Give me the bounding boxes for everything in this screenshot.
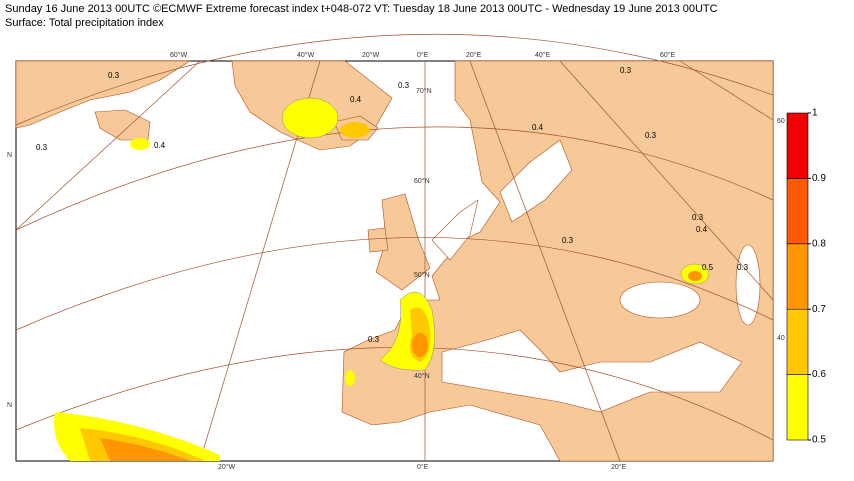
graticule-label: N (7, 402, 12, 409)
colorbar-segment (786, 112, 809, 179)
colorbar: 0.5 0.6 0.7 0.8 0.9 1 (786, 108, 826, 446)
graticule-label: 60°E (660, 51, 676, 59)
graticule-label: 20°W (218, 463, 236, 471)
contour-labels: 0.3 0.3 0.3 0.3 0.3 0.3 0.3 0.3 0.3 0.4 … (36, 66, 749, 344)
colorbar-label: 0.9 (812, 173, 826, 184)
graticule-label: N (7, 152, 12, 159)
contour-label: 0.3 (737, 263, 749, 272)
graticule-label: 40°N (414, 372, 430, 380)
colorbar-label: 0.8 (812, 238, 826, 249)
colorbar-segment (786, 374, 809, 441)
graticule-label: 40°E (535, 51, 551, 59)
colorbar-label: 0.7 (812, 304, 826, 315)
precip-areas (54, 97, 710, 461)
contour-label: 0.3 (398, 81, 410, 90)
graticule-label: 50°N (414, 271, 430, 279)
graticule-label: 0°E (417, 51, 429, 59)
contour-label: 0.4 (154, 141, 166, 150)
contour-label: 0.3 (620, 66, 632, 75)
contour-label: 0.4 (532, 123, 544, 132)
graticule-label: 60 (777, 118, 785, 125)
colorbar-segment (786, 308, 809, 375)
graticule-label: 60°W (170, 51, 188, 59)
graticule-labels: 60°W 40°W 20°W 0°E 20°E 40°E 60°E 20°W 0… (7, 51, 785, 471)
colorbar-label: 0.5 (812, 435, 826, 446)
contour-label: 0.4 (350, 95, 362, 104)
graticule-label: 20°E (611, 463, 627, 471)
contour-label: 0.3 (645, 131, 657, 140)
header-line: Surface: Total precipitation index (5, 17, 164, 29)
contour-label: 0.4 (696, 225, 708, 234)
graticule-label: 20°W (362, 51, 380, 59)
graticule-label: 40 (777, 335, 785, 342)
contour-label: 0.3 (108, 71, 120, 80)
colorbar-segment (786, 243, 809, 310)
graticule-label: 0°E (417, 463, 429, 471)
contour-label: 0.3 (562, 236, 574, 245)
sea (431, 139, 761, 413)
graticule-label: 20°E (466, 51, 482, 59)
graticule-label: 60°N (414, 177, 430, 185)
contour-label: 0.3 (368, 335, 380, 344)
colorbar-label: 1 (812, 108, 818, 119)
graticule-label: 70°N (416, 87, 432, 95)
header-line: Sunday 16 June 2013 00UTC ©ECMWF Extreme… (5, 3, 718, 15)
contour-label: 0.5 (702, 263, 714, 272)
colorbar-label: 0.6 (812, 369, 826, 380)
contour-label: 0.3 (36, 143, 48, 152)
contour-label: 0.3 (692, 213, 704, 222)
graticule-label: 40°W (297, 51, 315, 59)
colorbar-segment (786, 178, 809, 245)
